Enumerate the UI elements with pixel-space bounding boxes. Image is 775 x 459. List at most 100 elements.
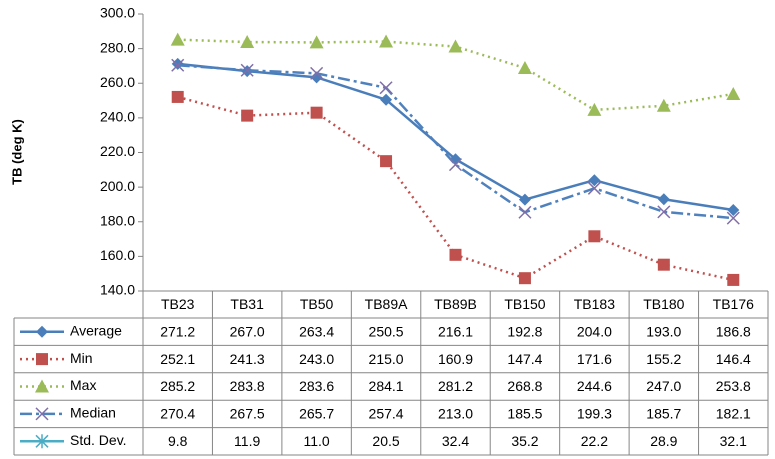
- series-line: [177, 63, 734, 220]
- marker: [170, 32, 185, 46]
- table-value: 252.1: [160, 351, 195, 367]
- marker: [518, 205, 532, 219]
- marker: [448, 158, 463, 172]
- marker: [518, 193, 531, 206]
- marker: [449, 248, 462, 261]
- marker: [241, 109, 254, 122]
- y-tick-label: 180.0: [100, 212, 135, 228]
- table-value: 171.6: [577, 351, 612, 367]
- table-value: 185.7: [646, 406, 681, 422]
- table-value: 11.0: [304, 433, 330, 449]
- marker: [35, 379, 49, 393]
- y-tick-label: 260.0: [100, 74, 135, 90]
- table-value: 192.8: [507, 323, 542, 339]
- marker: [727, 273, 740, 286]
- marker: [379, 81, 393, 95]
- marker: [310, 66, 324, 80]
- table-value: 244.6: [577, 378, 612, 394]
- table-value: 250.5: [369, 323, 404, 339]
- table-value: 22.2: [581, 433, 608, 449]
- table-value: 160.9: [438, 351, 473, 367]
- table-value: 257.4: [369, 406, 404, 422]
- marker: [518, 272, 531, 285]
- marker: [310, 106, 323, 119]
- marker: [657, 205, 671, 219]
- marker: [240, 63, 254, 77]
- y-tick-label: 200.0: [100, 178, 135, 194]
- table-value: 271.2: [160, 323, 195, 339]
- marker: [240, 35, 255, 49]
- marker: [587, 181, 601, 195]
- legend-label: Median: [70, 405, 116, 421]
- table-value: 147.4: [507, 351, 542, 367]
- table-value: 32.1: [720, 433, 747, 449]
- table-value: 253.8: [716, 378, 751, 394]
- marker: [309, 35, 324, 49]
- legend-label: Std. Dev.: [70, 432, 127, 448]
- x-tick-label: TB23: [161, 296, 195, 312]
- marker: [657, 193, 670, 206]
- table-value: 32.4: [442, 433, 469, 449]
- table-value: 270.4: [160, 406, 195, 422]
- table-value: 35.2: [511, 433, 538, 449]
- table-value: 243.0: [299, 351, 334, 367]
- marker: [380, 93, 393, 106]
- marker: [35, 407, 49, 421]
- marker: [36, 353, 48, 366]
- x-tick-label: TB31: [230, 296, 264, 312]
- series-line: [177, 62, 734, 212]
- y-tick-label: 160.0: [100, 247, 135, 263]
- x-tick-label: TB150: [504, 296, 545, 312]
- marker: [171, 90, 184, 103]
- marker: [171, 58, 185, 72]
- table-value: 185.5: [507, 406, 542, 422]
- table-value: 263.4: [299, 323, 334, 339]
- x-tick-label: TB89B: [434, 296, 477, 312]
- marker: [726, 211, 740, 225]
- marker: [35, 434, 49, 449]
- table-value: 215.0: [369, 351, 404, 367]
- x-tick-label: TB89A: [365, 296, 408, 312]
- marker: [448, 39, 463, 53]
- table-value: 268.8: [507, 378, 542, 394]
- marker: [657, 258, 670, 271]
- legend-label: Max: [70, 377, 96, 393]
- table-value: 9.8: [168, 433, 188, 449]
- table-value: 182.1: [716, 406, 751, 422]
- table-value: 281.2: [438, 378, 473, 394]
- y-tick-label: 240.0: [100, 109, 135, 125]
- table-value: 283.6: [299, 378, 334, 394]
- y-tick-label: 220.0: [100, 143, 135, 159]
- table-value: 213.0: [438, 406, 473, 422]
- y-axis-label: TB (deg K): [9, 119, 24, 185]
- legend-label: Min: [70, 350, 93, 366]
- marker: [726, 86, 741, 100]
- table-value: 241.3: [230, 351, 265, 367]
- x-tick-label: TB50: [300, 296, 334, 312]
- marker: [587, 102, 602, 116]
- table-value: 193.0: [646, 323, 681, 339]
- marker: [588, 230, 601, 243]
- marker: [171, 57, 184, 70]
- table-value: 146.4: [716, 351, 751, 367]
- x-tick-label: TB176: [713, 296, 754, 312]
- table-value: 186.8: [716, 323, 751, 339]
- y-tick-label: 300.0: [100, 5, 135, 21]
- marker: [380, 155, 393, 168]
- table-value: 11.9: [234, 433, 260, 449]
- table-value: 284.1: [369, 378, 404, 394]
- table-value: 155.2: [646, 351, 681, 367]
- legend-label: Average: [70, 322, 122, 338]
- table-value: 28.9: [650, 433, 677, 449]
- y-tick-label: 140.0: [100, 282, 135, 298]
- marker: [727, 203, 740, 216]
- table-value: 267.0: [230, 323, 265, 339]
- marker: [36, 325, 48, 338]
- marker: [379, 34, 394, 48]
- table-value: 199.3: [577, 406, 612, 422]
- x-tick-label: TB183: [574, 296, 615, 312]
- table-value: 20.5: [372, 433, 399, 449]
- table-value: 216.1: [438, 323, 473, 339]
- table-value: 247.0: [646, 378, 681, 394]
